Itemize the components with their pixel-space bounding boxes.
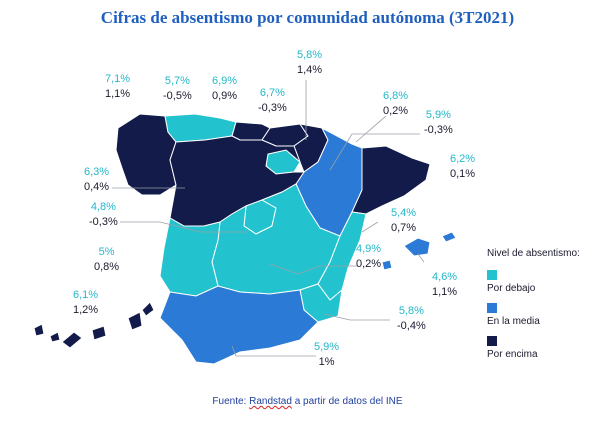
legend-swatch-below xyxy=(487,270,497,280)
label-murcia: 5,8% -0,4% xyxy=(397,305,426,332)
label-pais-vasco: 6,7% -0,3% xyxy=(258,87,287,114)
region-canarias-1[interactable] xyxy=(33,323,45,337)
label-castilla-leon: 6,3% 0,4% xyxy=(84,166,110,193)
footer-prefix: Fuente: xyxy=(212,396,250,407)
label-la-rioja: 6,8% 0,2% xyxy=(383,90,409,117)
label-baleares: 4,6% 1,1% xyxy=(432,271,458,298)
label-navarra: 5,8% 1,4% xyxy=(297,49,323,76)
region-canarias-2[interactable] xyxy=(49,331,61,343)
label-cantabria: 6,9% 0,9% xyxy=(212,75,238,102)
legend-swatch-average xyxy=(487,303,497,313)
legend-item-above: Por encima xyxy=(487,336,580,360)
label-aragon: 5,9% -0,3% xyxy=(424,109,453,136)
leader-line-valencia xyxy=(361,221,379,233)
label-madrid: 4,8% -0,3% xyxy=(89,201,118,228)
source-footer: Fuente: Randstad a partir de datos del I… xyxy=(0,396,615,407)
label-asturias: 5,7% -0,5% xyxy=(163,75,192,102)
label-canarias: 6,1% 1,2% xyxy=(73,289,99,316)
label-extremadura: 5% 0,8% xyxy=(94,246,120,273)
legend-label-below: Por debajo xyxy=(487,283,536,294)
label-cataluna: 6,2% 0,1% xyxy=(450,153,476,180)
label-andalucia: 5,9% 1% xyxy=(314,341,340,368)
region-canarias-3[interactable] xyxy=(61,331,83,349)
region-canarias-6[interactable] xyxy=(141,301,155,317)
region-baleares-ibiza[interactable] xyxy=(381,259,393,271)
leader-line-aragon xyxy=(329,133,420,171)
label-galicia: 7,1% 1,1% xyxy=(105,73,131,100)
legend: Nivel de absentismo: Por debajo En la me… xyxy=(487,248,580,369)
leader-line-la-rioja xyxy=(355,115,387,143)
region-canarias-5[interactable] xyxy=(127,311,143,331)
legend-label-average: En la media xyxy=(487,316,540,327)
region-extremadura[interactable] xyxy=(159,217,221,297)
legend-item-below: Por debajo xyxy=(487,270,580,294)
leader-line-andalucia xyxy=(231,345,316,357)
region-baleares-menorca[interactable] xyxy=(441,231,457,243)
footer-suffix: a partir de datos del INE xyxy=(291,396,403,407)
label-castilla-la-mancha: 4,9% 0,2% xyxy=(356,243,382,270)
region-andalucia[interactable] xyxy=(159,285,319,365)
region-canarias-4[interactable] xyxy=(91,325,107,341)
region-baleares-mallorca[interactable] xyxy=(403,237,431,257)
map-title: Cifras de absentismo por comunidad autón… xyxy=(100,8,515,27)
leader-line-murcia xyxy=(323,313,390,321)
legend-swatch-above xyxy=(487,336,497,346)
legend-label-above: Por encima xyxy=(487,349,538,360)
legend-item-average: En la media xyxy=(487,303,580,327)
leader-line-baleares xyxy=(417,253,425,263)
leader-line-madrid xyxy=(120,221,248,233)
region-cataluna[interactable] xyxy=(351,145,431,215)
label-valencia: 5,4% 0,7% xyxy=(391,207,417,234)
footer-brand: Randstad xyxy=(249,396,292,407)
leader-line-castilla-la-mancha xyxy=(269,263,358,275)
legend-title: Nivel de absentismo: xyxy=(487,248,580,259)
